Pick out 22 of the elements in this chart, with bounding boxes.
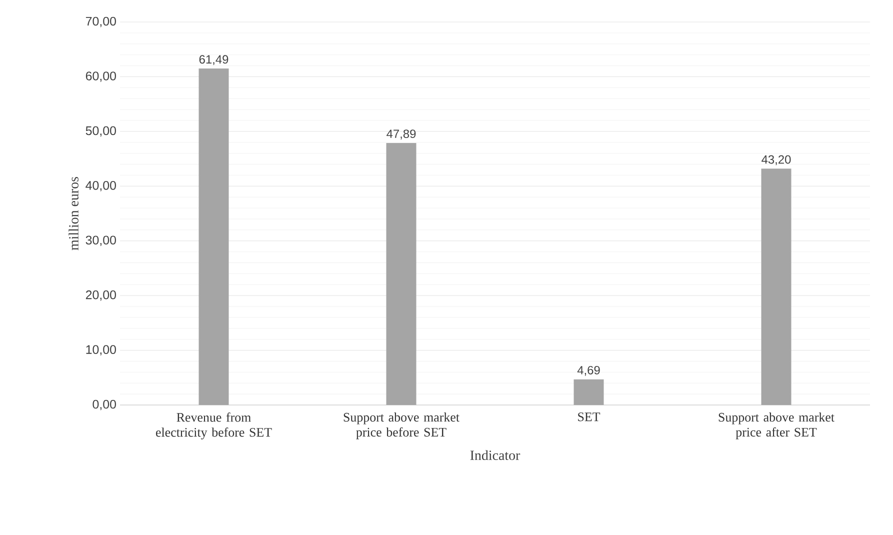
x-tick-label: Support above market price after SET (718, 412, 834, 440)
bar (198, 68, 229, 405)
bar (761, 168, 792, 405)
data-label: 4,69 (577, 366, 600, 376)
y-tick-label: 40,00 (86, 181, 116, 192)
x-axis-title: Indicator (470, 450, 520, 460)
data-label: 61,49 (199, 55, 228, 66)
y-tick-label: 70,00 (86, 16, 116, 28)
data-label: 43,20 (762, 155, 791, 166)
y-tick-label: 60,00 (86, 72, 116, 82)
y-tick-label: 30,00 (86, 236, 116, 246)
y-tick-label: 50,00 (86, 126, 116, 137)
data-label: 47,89 (386, 130, 416, 140)
x-tick-label: Support above market price before SET (344, 412, 460, 440)
x-tick-label: SET (578, 412, 600, 422)
bar (574, 379, 604, 405)
x-tick-label: Revenue from electricity before SET (156, 412, 272, 440)
y-axis-title: million euros (68, 176, 78, 250)
bar (386, 142, 416, 405)
y-tick-label: 20,00 (86, 290, 116, 301)
y-tick-label: 0,00 (92, 400, 116, 410)
y-tick-label: 10,00 (86, 345, 116, 356)
